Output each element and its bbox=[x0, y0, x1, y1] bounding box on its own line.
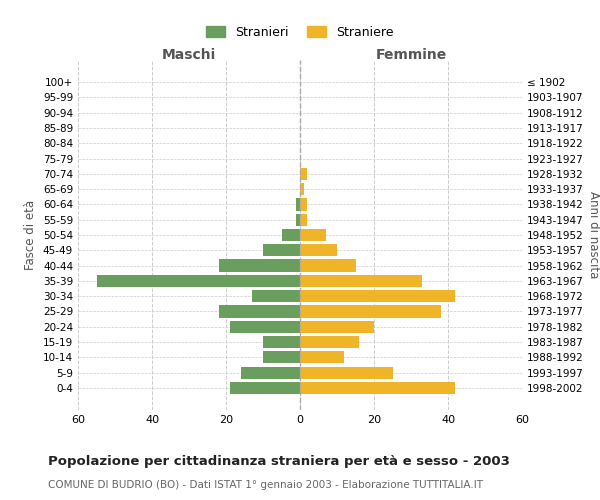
Text: Maschi: Maschi bbox=[162, 48, 216, 62]
Bar bbox=[300, 198, 307, 210]
Bar bbox=[300, 306, 440, 318]
Legend: Stranieri, Straniere: Stranieri, Straniere bbox=[202, 20, 398, 44]
Bar bbox=[300, 260, 355, 272]
Bar bbox=[300, 366, 392, 379]
Bar bbox=[263, 352, 300, 364]
Bar bbox=[263, 244, 300, 256]
Bar bbox=[300, 320, 374, 333]
Text: Popolazione per cittadinanza straniera per età e sesso - 2003: Popolazione per cittadinanza straniera p… bbox=[48, 455, 510, 468]
Bar bbox=[218, 260, 300, 272]
Bar bbox=[300, 275, 422, 287]
Bar bbox=[263, 336, 300, 348]
Bar bbox=[300, 229, 326, 241]
Bar bbox=[296, 214, 300, 226]
Bar bbox=[218, 306, 300, 318]
Text: Femmine: Femmine bbox=[376, 48, 446, 62]
Bar bbox=[241, 366, 300, 379]
Bar bbox=[300, 352, 344, 364]
Bar bbox=[300, 336, 359, 348]
Text: COMUNE DI BUDRIO (BO) - Dati ISTAT 1° gennaio 2003 - Elaborazione TUTTITALIA.IT: COMUNE DI BUDRIO (BO) - Dati ISTAT 1° ge… bbox=[48, 480, 483, 490]
Bar bbox=[97, 275, 300, 287]
Bar bbox=[296, 198, 300, 210]
Bar bbox=[252, 290, 300, 302]
Bar bbox=[300, 290, 455, 302]
Bar bbox=[230, 320, 300, 333]
Bar bbox=[300, 168, 307, 180]
Y-axis label: Fasce di età: Fasce di età bbox=[25, 200, 37, 270]
Bar bbox=[230, 382, 300, 394]
Bar bbox=[300, 382, 455, 394]
Y-axis label: Anni di nascita: Anni di nascita bbox=[587, 192, 600, 278]
Bar bbox=[281, 229, 300, 241]
Bar bbox=[300, 244, 337, 256]
Bar bbox=[300, 214, 307, 226]
Bar bbox=[300, 183, 304, 195]
